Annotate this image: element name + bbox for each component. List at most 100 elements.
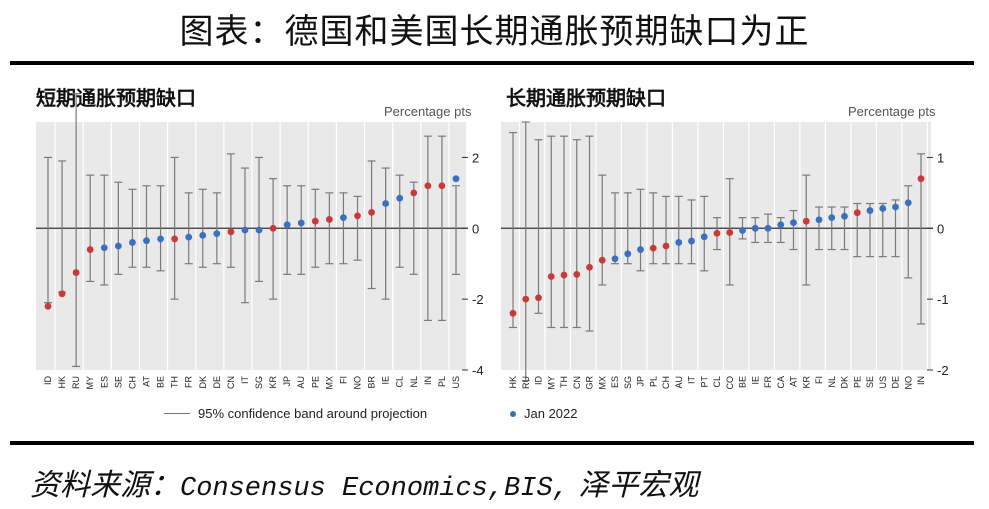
right-x-tick-label: ES bbox=[610, 376, 620, 388]
right-point-NO bbox=[904, 199, 912, 207]
left-x-tick-label: JP bbox=[282, 376, 292, 387]
left-point-NL bbox=[410, 189, 418, 197]
left-x-tick-label: RU bbox=[71, 376, 81, 389]
right-point-CL bbox=[713, 229, 721, 237]
left-point-RU bbox=[72, 269, 80, 276]
left-point-US bbox=[452, 175, 460, 183]
legend-dot-icon bbox=[510, 410, 516, 417]
right-x-tick-label: MX bbox=[597, 376, 607, 390]
right-x-tick-label: KR bbox=[801, 376, 811, 389]
right-point-NL bbox=[828, 214, 836, 222]
left-point-ID bbox=[44, 302, 52, 310]
right-x-tick-label: PL bbox=[648, 376, 658, 387]
left-x-tick-label: CL bbox=[395, 376, 405, 388]
right-point-DK bbox=[841, 212, 848, 220]
left-point-DE bbox=[213, 230, 221, 237]
right-point-DE bbox=[892, 203, 899, 211]
left-point-DK bbox=[199, 231, 207, 239]
left-point-ES bbox=[100, 244, 108, 252]
right-x-tick-label: BE bbox=[738, 376, 748, 388]
left-point-BE bbox=[157, 235, 164, 243]
left-x-tick-label: DK bbox=[198, 376, 208, 389]
right-x-tick-label: CO bbox=[725, 376, 735, 390]
left-x-tick-label: NL bbox=[409, 376, 419, 388]
left-point-KR bbox=[269, 224, 277, 232]
right-x-tick-label: CN bbox=[572, 376, 582, 389]
left-point-FI bbox=[340, 214, 347, 222]
left-point-PL bbox=[438, 182, 446, 190]
left-chart: 2 0 -2 -4 ID HK RU MY ES SE CH AT BE TH FR DK DE CN IT SG KR… bbox=[36, 93, 484, 390]
left-x-tick-label: MY bbox=[85, 376, 95, 390]
bottom-rule bbox=[10, 441, 974, 445]
right-x-tick-label: MY bbox=[546, 376, 556, 390]
left-x-tick-label: IE bbox=[381, 376, 391, 385]
left-x-tick-label: PL bbox=[437, 376, 447, 387]
left-x-tick-label: IT bbox=[240, 375, 250, 384]
left-unit-label: Percentage pts bbox=[384, 104, 472, 119]
left-point-FR bbox=[185, 233, 193, 241]
legend-point: Jan 2022 bbox=[510, 406, 578, 421]
left-point-MY bbox=[86, 246, 94, 253]
left-x-tick-label: MX bbox=[324, 376, 334, 390]
right-point-FI bbox=[815, 216, 823, 224]
right-chart: 1 0 -1 -2 HK RU ID MY TH CN GR MX ES SG JP PL CH AU IT PT CL… bbox=[501, 121, 949, 390]
left-point-BR bbox=[368, 208, 375, 216]
right-x-tick-label: TH bbox=[559, 376, 569, 388]
right-point-KR bbox=[802, 217, 810, 225]
left-point-AT bbox=[143, 237, 150, 245]
source-suffix: 泽平宏观 bbox=[568, 468, 699, 503]
left-x-tick-label: SG bbox=[254, 376, 264, 389]
left-point-SE bbox=[114, 242, 122, 250]
left-y-tick-label: 2 bbox=[472, 150, 479, 165]
right-point-PT bbox=[700, 233, 708, 241]
right-y-tick-label: 1 bbox=[937, 150, 944, 165]
left-x-tick-label: SE bbox=[113, 376, 123, 388]
left-x-tick-label: KR bbox=[268, 376, 278, 389]
right-point-US bbox=[879, 205, 887, 212]
left-point-MX bbox=[325, 216, 333, 223]
right-x-tick-label: US bbox=[878, 376, 888, 389]
right-point-ID bbox=[535, 294, 542, 302]
left-x-tick-label: CH bbox=[127, 376, 137, 389]
right-x-tick-label: FI bbox=[814, 376, 824, 384]
right-x-tick-label: NL bbox=[827, 376, 837, 388]
right-point-PL bbox=[649, 244, 657, 252]
left-x-tick-label: PE bbox=[310, 376, 320, 388]
left-point-NO bbox=[354, 212, 361, 220]
left-point-PE bbox=[311, 217, 319, 225]
right-point-CO bbox=[726, 229, 734, 236]
right-y-tick-label: -2 bbox=[937, 363, 949, 378]
right-x-tick-label: RU bbox=[521, 376, 531, 389]
left-point-SG bbox=[255, 226, 263, 234]
left-point-JP bbox=[283, 221, 291, 229]
left-point-TH bbox=[171, 235, 179, 243]
right-point-HK bbox=[509, 309, 517, 317]
left-chart-title: 短期通胀预期缺口 bbox=[36, 86, 196, 110]
source-latin: Consensus Economics,BIS, bbox=[180, 474, 569, 504]
left-point-HK bbox=[58, 290, 66, 298]
left-x-tick-label: BE bbox=[156, 376, 166, 388]
source-prefix: 资料来源： bbox=[30, 468, 180, 503]
right-point-SG bbox=[624, 250, 632, 258]
right-point-BE bbox=[739, 227, 746, 234]
right-point-IN bbox=[917, 175, 925, 183]
right-point-IT bbox=[688, 237, 695, 245]
right-point-MX bbox=[598, 256, 606, 264]
page-title: 图表：德国和美国长期通胀预期缺口为正 bbox=[179, 12, 810, 52]
left-point-IT bbox=[241, 226, 249, 234]
left-x-tick-label: CN bbox=[226, 376, 236, 389]
left-point-CH bbox=[129, 239, 136, 246]
left-x-tick-label: NO bbox=[353, 376, 363, 390]
left-point-IN bbox=[424, 182, 432, 190]
right-point-GR bbox=[586, 263, 593, 271]
right-y-tick-label: -1 bbox=[937, 292, 949, 307]
left-plot-background bbox=[36, 122, 466, 370]
left-x-tick-label: TH bbox=[170, 376, 180, 388]
right-point-MY bbox=[547, 273, 555, 280]
left-x-tick-label: FR bbox=[184, 376, 194, 388]
legend-point-label: Jan 2022 bbox=[524, 406, 578, 421]
right-point-CA bbox=[777, 221, 785, 229]
right-x-tick-label: SE bbox=[865, 376, 875, 388]
right-x-tick-label: JP bbox=[636, 376, 646, 387]
right-x-tick-label: GR bbox=[585, 375, 595, 389]
